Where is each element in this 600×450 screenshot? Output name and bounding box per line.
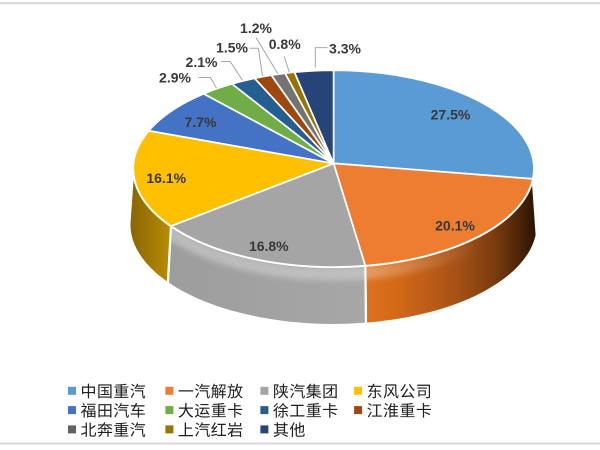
svg-text:7.7%: 7.7% xyxy=(185,114,217,130)
svg-text:1.2%: 1.2% xyxy=(240,20,272,36)
svg-text:20.1%: 20.1% xyxy=(435,218,475,234)
svg-text:27.5%: 27.5% xyxy=(431,107,471,123)
svg-text:1.5%: 1.5% xyxy=(216,39,248,55)
svg-text:16.1%: 16.1% xyxy=(146,170,186,186)
svg-text:3.3%: 3.3% xyxy=(329,41,361,57)
svg-text:0.8%: 0.8% xyxy=(269,36,301,52)
svg-text:2.1%: 2.1% xyxy=(186,54,218,70)
svg-text:2.9%: 2.9% xyxy=(159,70,191,86)
svg-text:16.8%: 16.8% xyxy=(249,238,289,254)
